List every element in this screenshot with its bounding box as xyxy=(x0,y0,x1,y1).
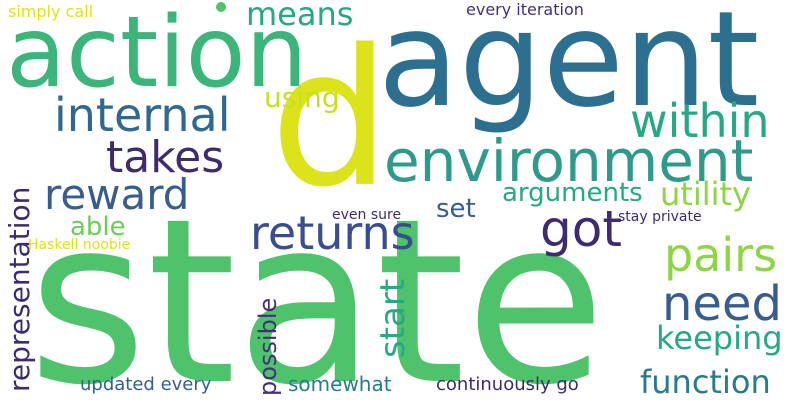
word-reward: reward xyxy=(44,170,190,219)
decorative-dot xyxy=(216,2,226,12)
word-even-sure: even sure xyxy=(332,207,402,223)
word-able: able xyxy=(70,212,126,242)
word-haskell-noobie: Haskell noobie xyxy=(28,237,131,253)
word-using: using xyxy=(264,81,340,114)
word-arguments: arguments xyxy=(502,178,643,208)
word-action: action xyxy=(6,0,308,110)
word-stay-private: stay private xyxy=(618,209,702,225)
word-got: got xyxy=(540,200,622,258)
word-function: function xyxy=(640,363,771,400)
word-need: need xyxy=(662,276,782,332)
word-agent: agent xyxy=(378,0,760,137)
word-set: set xyxy=(436,194,476,224)
word-takes: takes xyxy=(106,132,225,183)
word-within: within xyxy=(630,94,770,148)
word-representation: representation xyxy=(3,186,36,392)
word-updated-every: updated every xyxy=(80,374,212,395)
word-environment: environment xyxy=(384,127,754,195)
word-every-iteration: every iteration xyxy=(466,0,584,19)
word-simply-call: simply call xyxy=(8,2,94,21)
word-possible: possible xyxy=(254,297,282,396)
word-pairs: pairs xyxy=(664,228,778,282)
word-keeping: keeping xyxy=(656,319,783,357)
word-start: start xyxy=(373,278,413,358)
word-utility: utility xyxy=(660,175,751,213)
word-continuously-go: continuously go xyxy=(436,374,579,395)
word-returns: returns xyxy=(250,206,415,260)
word-state: state xyxy=(28,169,606,400)
word-means: means xyxy=(246,0,354,33)
word-somewhat: somewhat xyxy=(288,372,392,396)
word-internal: internal xyxy=(54,88,231,142)
